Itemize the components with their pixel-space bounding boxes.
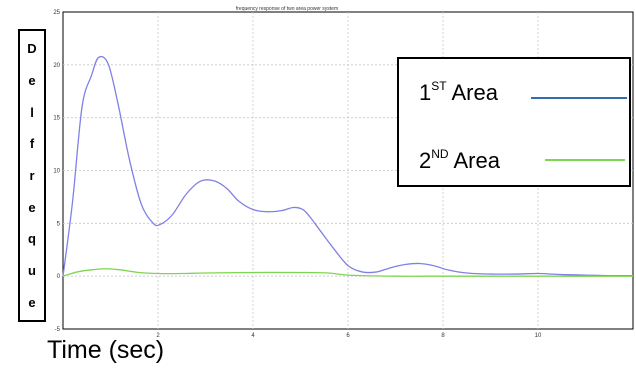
x-tick-label: 8 (441, 333, 445, 339)
legend-entry-area2: 2ND Area (419, 147, 500, 174)
y-tick-label: 25 (53, 10, 60, 16)
legend-area1-sup: ST (431, 79, 447, 93)
legend-line-area1 (531, 97, 627, 99)
legend: 1ST Area 2ND Area (397, 57, 631, 187)
legend-area2-suffix: Area (448, 148, 500, 173)
y-label-letter: e (28, 199, 36, 215)
y-tick-label: -5 (55, 327, 61, 333)
legend-area2-sup: ND (431, 147, 449, 161)
y-label-letter: u (28, 262, 36, 278)
y-tick-label: 0 (57, 274, 61, 280)
y-label-letter: l (30, 104, 34, 120)
legend-area1-prefix: 1 (419, 80, 432, 105)
y-label-letter: e (28, 294, 36, 310)
y-label-letter: q (28, 231, 36, 247)
series-line-2 (62, 268, 633, 277)
y-tick-label: 5 (57, 221, 61, 227)
series-line-1 (62, 55, 634, 277)
legend-area1-suffix: Area (446, 80, 498, 105)
x-tick-label: 10 (535, 333, 542, 339)
legend-line-area2 (545, 159, 625, 161)
axis-ticks: 2 4 6 8 10 -5 0 5 10 15 20 25 (53, 10, 542, 339)
x-tick-label: 2 (156, 333, 160, 339)
y-label-letter: f (29, 136, 35, 152)
y-label-letter: e (28, 72, 36, 88)
x-tick-label: 6 (346, 333, 350, 339)
y-tick-label: 20 (53, 63, 60, 69)
y-tick-label: 15 (53, 116, 60, 122)
y-label-letter: r (29, 167, 35, 183)
grid-lines (63, 12, 633, 329)
y-label-letter: D (27, 41, 37, 57)
series-lines (62, 55, 634, 277)
x-tick-label: 4 (251, 333, 255, 339)
chart-title: frequency response of two area power sys… (236, 6, 338, 12)
legend-entry-area1: 1ST Area (419, 79, 498, 106)
y-tick-label: 10 (53, 169, 60, 175)
legend-area2-prefix: 2 (419, 148, 432, 173)
x-axis-label: Time (sec) (47, 336, 165, 364)
